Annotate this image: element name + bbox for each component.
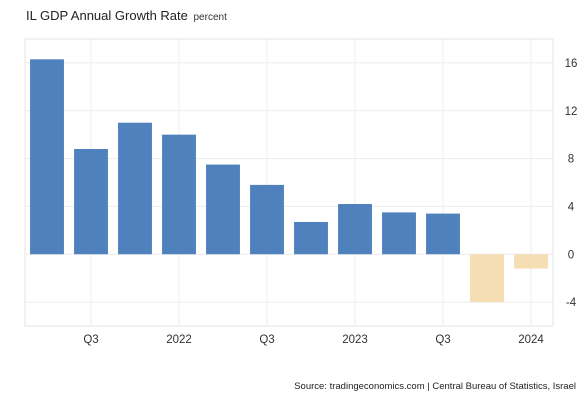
source-credit: Source: tradingeconomics.com | Central B…: [294, 381, 576, 392]
chart-title-text: IL GDP Annual Growth Rate: [26, 8, 188, 23]
bar: [30, 59, 64, 255]
bar: [118, 122, 152, 255]
bar: [338, 204, 372, 255]
x-tick-label: 2022: [166, 334, 192, 346]
chart-unit-label: percent: [193, 12, 227, 23]
bar: [74, 149, 108, 255]
x-tick-label: Q3: [259, 334, 274, 346]
bar: [426, 213, 460, 255]
x-tick-label: 2023: [342, 334, 368, 346]
y-tick-label: -4: [566, 297, 577, 309]
chart-title: IL GDP Annual Growth Rate percent: [26, 8, 227, 23]
y-tick-label: 12: [565, 106, 578, 118]
x-tick-label: Q3: [83, 334, 98, 346]
y-tick-label: 0: [568, 249, 574, 261]
y-tick-label: 8: [568, 154, 574, 166]
bar: [206, 164, 240, 255]
x-tick-label: 2024: [518, 334, 544, 346]
bar: [162, 134, 196, 255]
bar: [382, 212, 416, 255]
bar: [250, 184, 284, 255]
y-tick-label: 16: [565, 58, 578, 70]
plot-border: [24, 38, 554, 327]
bar: [514, 254, 548, 269]
bar: [470, 254, 504, 303]
y-tick-label: 4: [568, 201, 575, 213]
bar: [294, 221, 328, 255]
x-tick-label: Q3: [435, 334, 450, 346]
